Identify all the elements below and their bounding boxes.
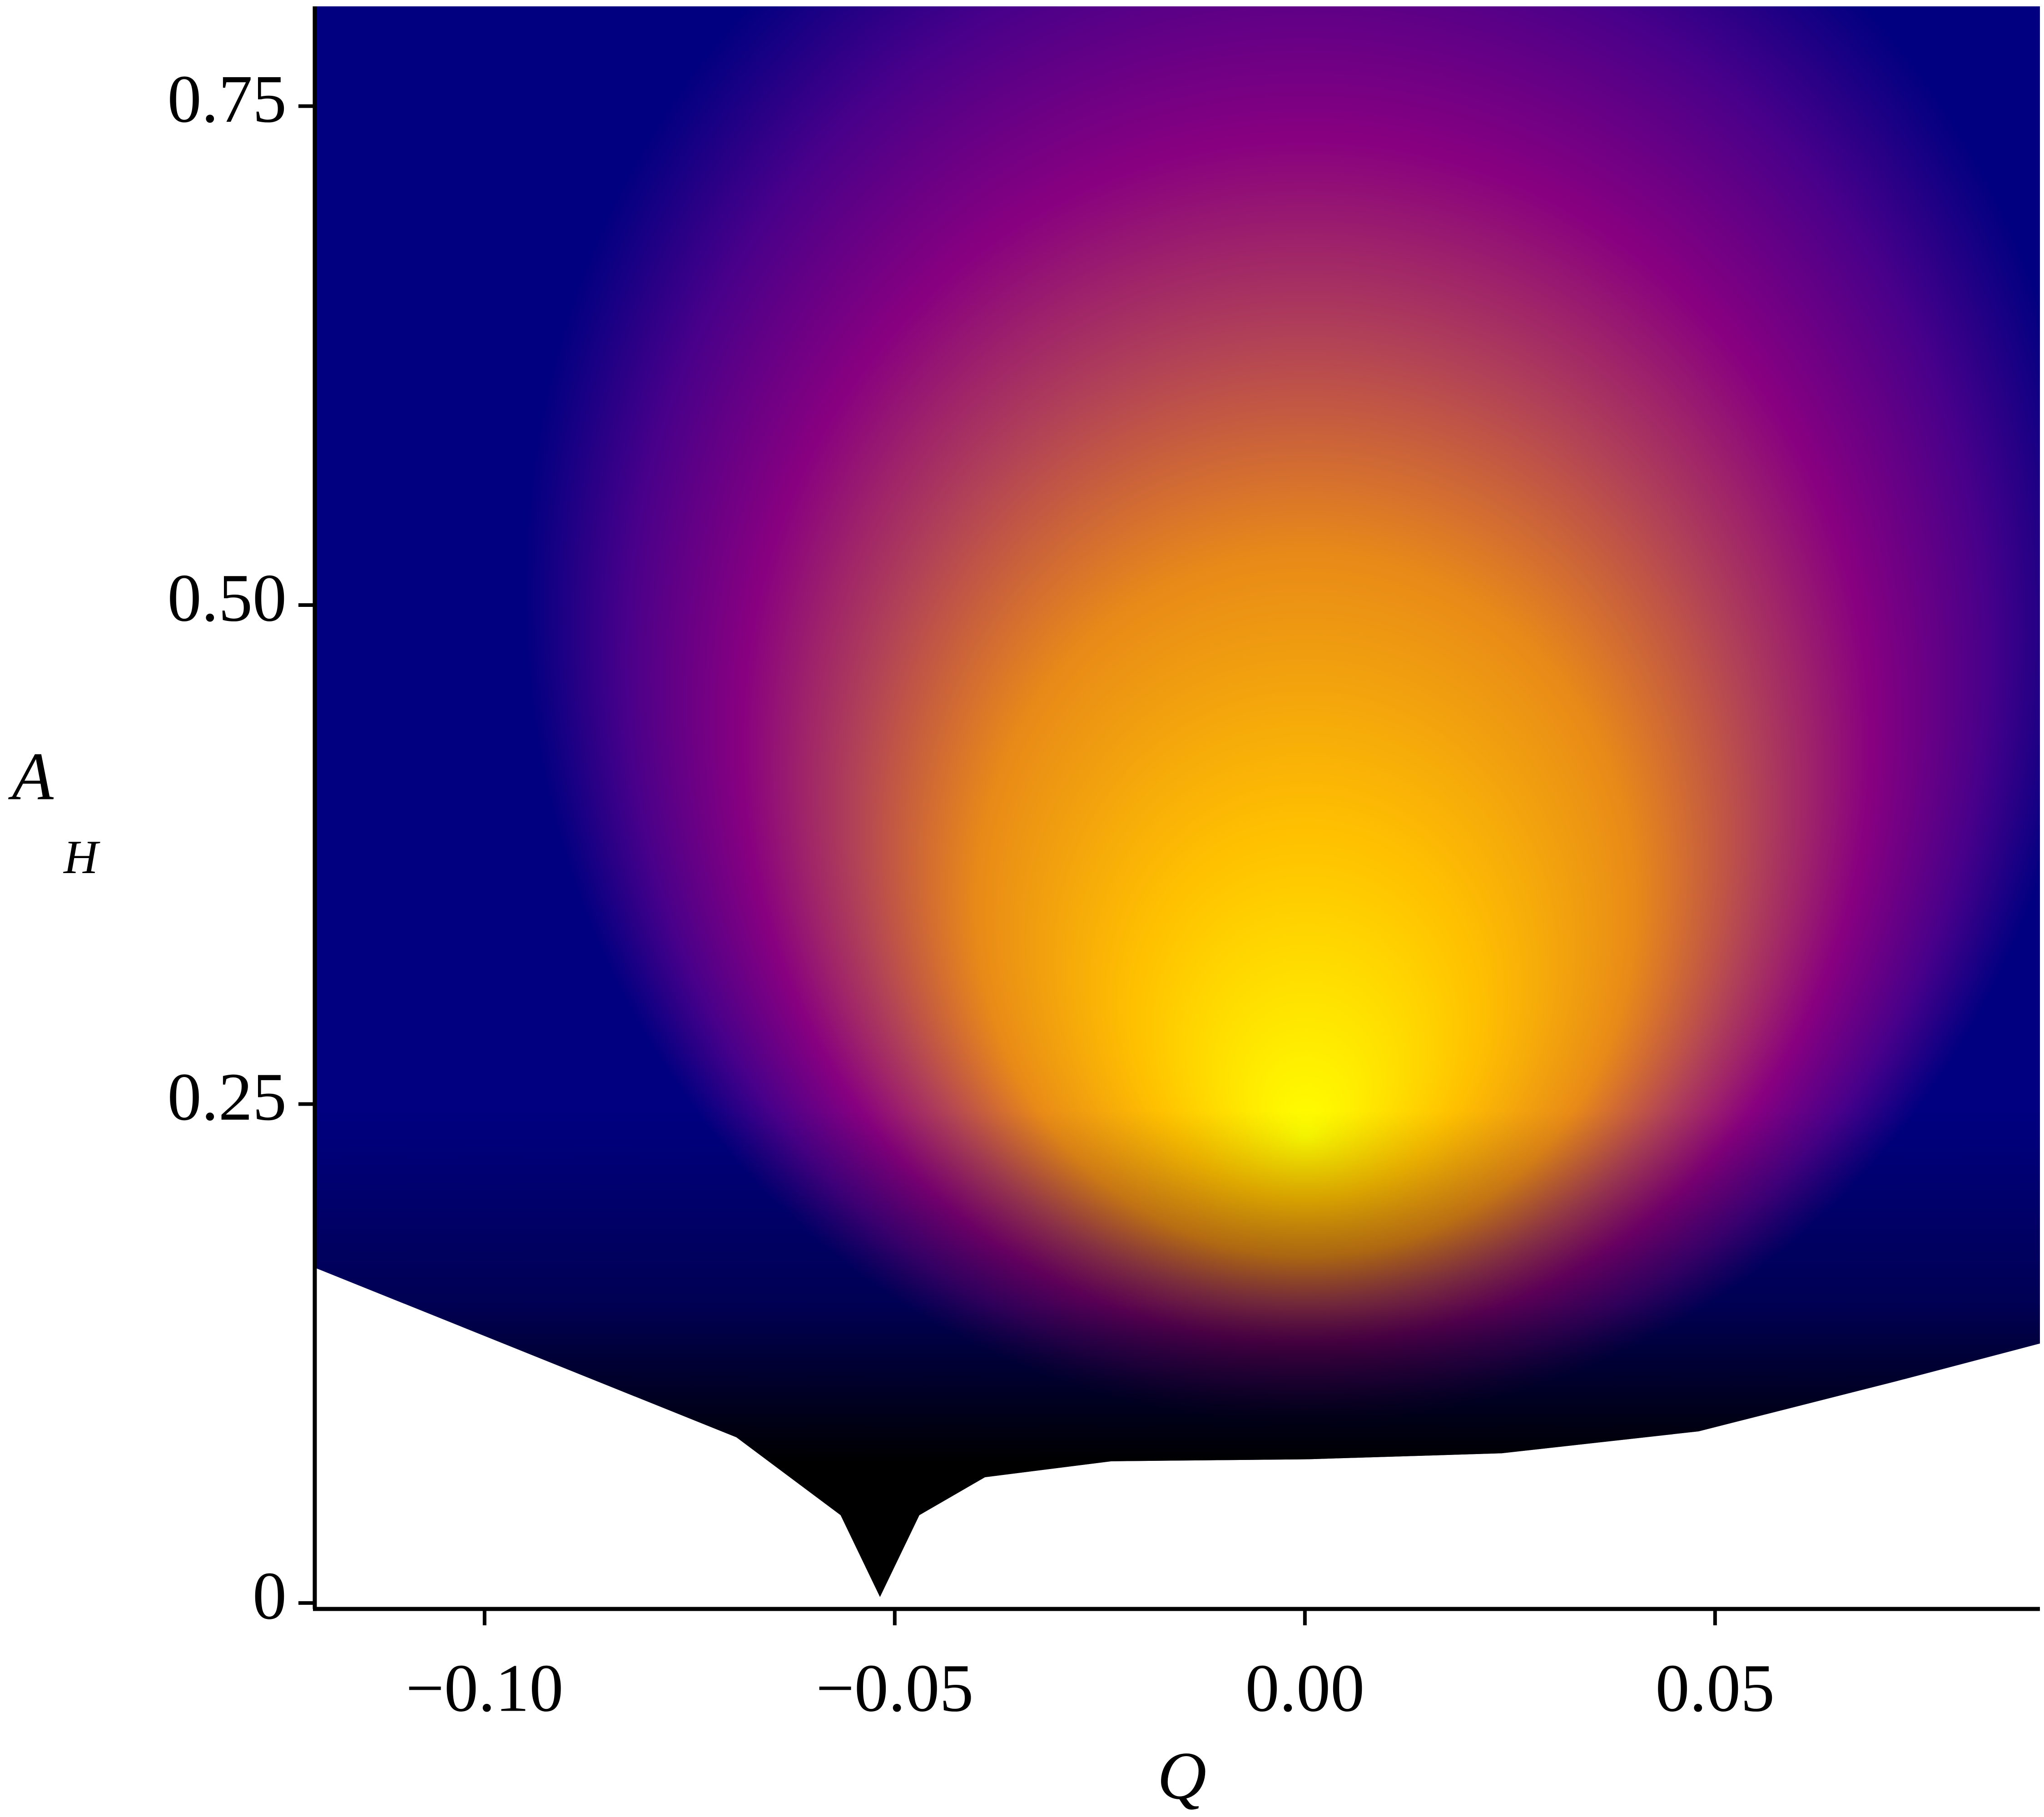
x-tick-label: 0.05 bbox=[1656, 1650, 1775, 1726]
y-tick-label: 0.25 bbox=[168, 1059, 287, 1135]
x-tick-label: −0.10 bbox=[406, 1650, 563, 1726]
y-tick-label: 0.75 bbox=[168, 61, 287, 137]
x-axis-label: Q bbox=[1157, 1738, 1206, 1813]
y-axis-label: A bbox=[8, 739, 54, 814]
y-axis-label-subscript: H bbox=[63, 830, 100, 884]
x-tick-label: −0.05 bbox=[816, 1650, 973, 1726]
x-tick-label: 0.00 bbox=[1245, 1650, 1365, 1726]
y-tick-label: 0 bbox=[253, 1558, 287, 1633]
density-shade bbox=[315, 6, 2040, 1597]
y-tick-label: 0.50 bbox=[168, 560, 287, 635]
